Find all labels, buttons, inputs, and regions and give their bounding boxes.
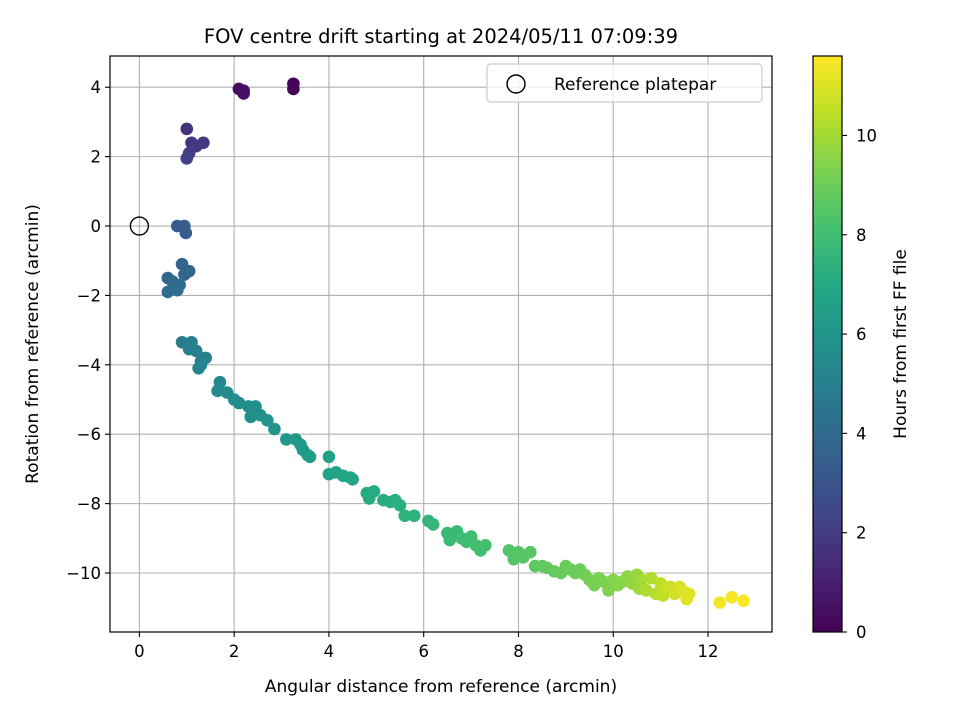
plot-frame <box>109 55 773 633</box>
scatter-point <box>407 509 421 523</box>
y-tick-label: −8 <box>77 495 101 514</box>
scatter-point <box>178 268 191 281</box>
scatter-point <box>737 594 750 608</box>
scatter-point <box>194 358 208 372</box>
scatter-point <box>179 226 193 240</box>
colorbar: 0 2 4 6 8 10 Hours from first FF file <box>812 55 911 642</box>
scatter-point <box>261 414 274 427</box>
legend: Reference platepar <box>486 63 763 103</box>
scatter-point <box>303 450 317 464</box>
y-tick-label: 2 <box>91 148 102 167</box>
scatter-point <box>237 87 250 100</box>
scatter-point <box>725 591 739 604</box>
y-tick-label: 0 <box>91 217 102 236</box>
legend-entry-reference-platepar: Reference platepar <box>554 75 716 95</box>
y-tick-label: −4 <box>77 356 101 375</box>
reference-platepar-marker <box>129 216 150 236</box>
scatter-point <box>170 283 184 297</box>
scatter-point <box>244 410 258 424</box>
x-tick-label: 2 <box>229 642 240 661</box>
scatter-point <box>426 518 440 531</box>
scatter-point <box>346 473 359 486</box>
scatter-point <box>635 573 648 587</box>
scatter-point <box>180 122 194 136</box>
scatter-point <box>443 533 457 547</box>
y-tick-label: −6 <box>77 425 101 444</box>
x-tick-label: 8 <box>513 642 524 661</box>
scatter-point <box>211 384 224 398</box>
colorbar-tick-label: 6 <box>856 325 867 344</box>
y-axis-label: Rotation from reference (arcmin) <box>23 204 43 484</box>
colorbar-tick-label: 4 <box>856 424 867 443</box>
y-tick-label: 4 <box>91 78 102 97</box>
scatter-point <box>180 152 194 165</box>
grid-lines <box>110 56 772 632</box>
chart-title: FOV centre drift starting at 2024/05/11 … <box>204 25 678 48</box>
scatter-point <box>367 485 381 498</box>
scatter-point <box>602 584 615 597</box>
scatter-point <box>640 584 653 597</box>
scatter-point <box>682 587 696 601</box>
x-tick-label: 0 <box>134 642 145 661</box>
legend-box <box>486 63 763 103</box>
scatter-point <box>189 344 203 358</box>
scatter-point <box>393 499 407 512</box>
y-axis-ticks: −10 −8 −6 −4 −2 0 2 4 <box>66 78 110 583</box>
y-tick-label: −2 <box>77 286 101 305</box>
scatter-point <box>398 509 412 523</box>
x-tick-label: 12 <box>698 642 719 661</box>
colorbar-tick-label: 0 <box>856 623 867 642</box>
y-tick-label: −10 <box>66 564 101 583</box>
x-tick-label: 6 <box>418 642 429 661</box>
scatter-point <box>279 433 293 446</box>
colorbar-tick-label: 2 <box>856 524 867 543</box>
scatter-point <box>322 450 336 464</box>
colorbar-ticks: 0 2 4 6 8 10 <box>842 126 877 642</box>
scatter-point <box>232 396 246 410</box>
scatter-point <box>644 571 658 585</box>
scatter-point <box>479 538 492 552</box>
colorbar-tick-label: 10 <box>856 126 877 145</box>
scatter-point <box>287 82 300 96</box>
x-axis-label: Angular distance from reference (arcmin) <box>265 677 617 697</box>
x-axis-ticks: 0 2 4 6 8 10 12 <box>134 632 719 661</box>
colorbar-gradient <box>812 55 843 633</box>
x-tick-label: 10 <box>603 642 624 661</box>
scatter-points <box>161 77 750 609</box>
scatter-point <box>524 545 537 559</box>
scatter-point <box>161 285 175 299</box>
scatter-point <box>268 422 281 436</box>
colorbar-label: Hours from first FF file <box>891 249 911 439</box>
colorbar-tick-label: 8 <box>856 226 867 245</box>
scatter-point <box>713 596 727 609</box>
x-tick-label: 4 <box>324 642 335 661</box>
legend-marker-icon <box>506 74 526 94</box>
